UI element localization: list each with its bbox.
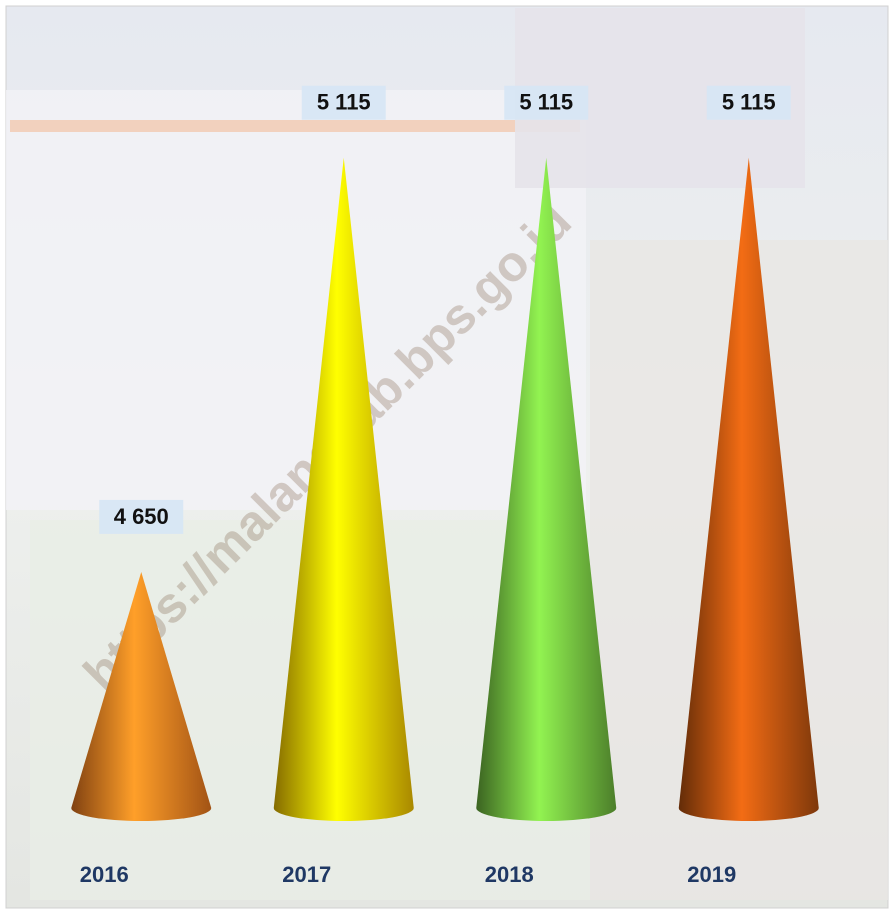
x-tick-label: 2017 xyxy=(282,862,331,887)
banner-stripe xyxy=(10,120,580,132)
banner-shape xyxy=(6,90,586,510)
value-label-box xyxy=(706,85,791,120)
cone xyxy=(71,571,212,821)
x-tick-label: 2016 xyxy=(80,862,129,887)
x-tick-label: 2019 xyxy=(687,862,736,887)
value-label-box xyxy=(99,499,184,534)
value-label-box xyxy=(504,85,589,120)
x-tick-label: 2018 xyxy=(485,862,534,887)
cone xyxy=(273,157,414,821)
value-label: 5 115 xyxy=(722,90,776,115)
value-label: 5 115 xyxy=(519,90,573,115)
cone xyxy=(476,157,617,822)
value-label: 4 650 xyxy=(114,504,169,529)
value-label-box xyxy=(301,85,386,120)
value-label: 5 115 xyxy=(317,90,371,115)
cone xyxy=(678,157,819,822)
